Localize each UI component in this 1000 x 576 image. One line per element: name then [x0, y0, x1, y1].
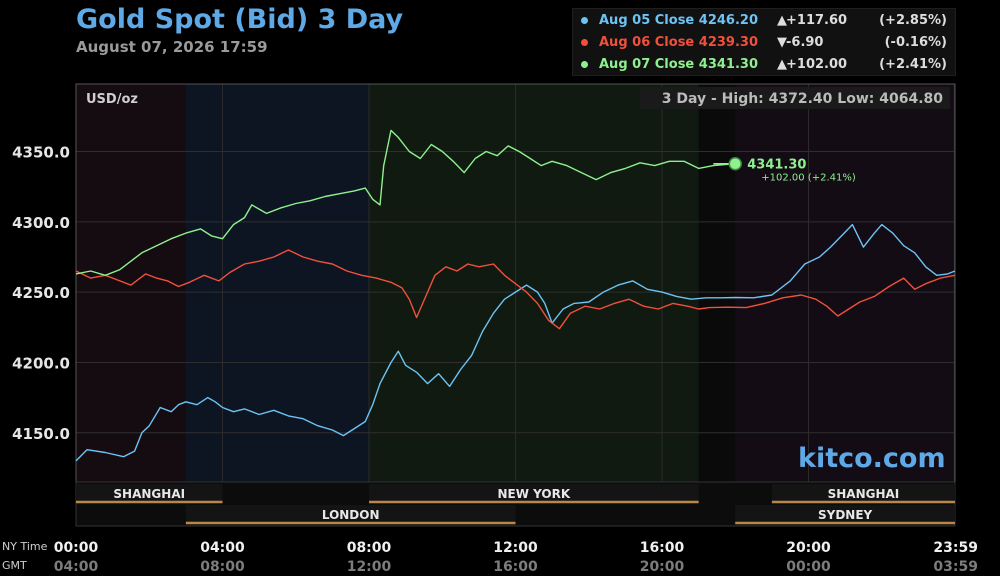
- legend: Aug 05 Close 4246.20 ▲ +117.60 (+2.85%) …: [572, 8, 956, 76]
- x-tick-label-ny: 23:59: [933, 540, 978, 556]
- session-band: [76, 84, 186, 482]
- x-tick-label-ny: 04:00: [200, 540, 245, 556]
- last-change-label: +102.00 (+2.41%): [761, 173, 856, 184]
- legend-change: +117.60: [786, 13, 848, 28]
- legend-change: -6.90: [786, 35, 824, 50]
- x-tick-label-gmt: 20:00: [640, 559, 685, 575]
- y-tick-label: 4250.0: [12, 284, 70, 302]
- session-label: NEW YORK: [497, 487, 570, 501]
- legend-label: Aug 06 Close 4239.30: [599, 35, 758, 50]
- x-tick-label-gmt: 12:00: [347, 559, 392, 575]
- high-low-label: 3 Day - High: 4372.40 Low: 4064.80: [662, 91, 944, 107]
- x-tick-label-ny: 00:00: [54, 540, 99, 556]
- legend-label: Aug 07 Close 4341.30: [599, 57, 758, 72]
- x-tick-label-ny: 16:00: [640, 540, 685, 556]
- y-tick-label: 4300.0: [12, 214, 70, 232]
- session-block: [76, 484, 223, 503]
- legend-percent: (+2.85%): [879, 13, 947, 28]
- x-tick-label-gmt: 03:59: [933, 559, 978, 575]
- legend-percent: (-0.16%): [884, 35, 947, 50]
- session-band: [369, 84, 699, 482]
- x-tick-label-ny: 20:00: [786, 540, 831, 556]
- up-arrow-icon: ▲: [777, 13, 787, 28]
- x-tick-label-gmt: 08:00: [200, 559, 245, 575]
- session-band: [185, 84, 369, 482]
- last-price-marker: [728, 156, 742, 171]
- x-tick-label-ny: 08:00: [347, 540, 392, 556]
- y-tick-label: 4200.0: [12, 354, 70, 372]
- y-tick-label: 4150.0: [12, 425, 70, 443]
- up-arrow-icon: ▲: [777, 57, 787, 72]
- kitco-logo[interactable]: kitco.com: [798, 443, 946, 474]
- chart-title: Gold Spot (Bid) 3 Day: [76, 4, 404, 35]
- series-dot-icon: [581, 61, 588, 68]
- session-label: SHANGHAI: [828, 487, 900, 501]
- x-tick-label-gmt: 00:00: [786, 559, 831, 575]
- legend-entry-aug06[interactable]: Aug 06 Close 4239.30 ▼ -6.90 (-0.16%): [581, 33, 951, 53]
- units-label: USD/oz: [86, 92, 138, 107]
- session-block: [771, 484, 955, 503]
- chart-timestamp: August 07, 2026 17:59: [76, 38, 268, 56]
- series-dot-icon: [581, 17, 588, 24]
- down-arrow-icon: ▼: [777, 35, 787, 50]
- y-tick-label: 4350.0: [12, 144, 70, 162]
- legend-label: Aug 05 Close 4246.20: [599, 13, 758, 28]
- session-block: [185, 505, 516, 524]
- series-line-1: [75, 249, 956, 330]
- series-line-2: [75, 129, 736, 276]
- session-block: [369, 484, 699, 503]
- last-price-label: 4341.30: [747, 158, 806, 173]
- gmt-label: GMT: [2, 559, 27, 572]
- session-band: [698, 84, 736, 482]
- x-tick-label-gmt: 04:00: [54, 559, 99, 575]
- session-label: LONDON: [322, 508, 380, 522]
- legend-change: +102.00: [786, 57, 848, 72]
- x-tick-label-ny: 12:00: [493, 540, 538, 556]
- session-label: SYDNEY: [818, 508, 873, 522]
- high-low-box: [640, 87, 950, 109]
- x-tick-label-gmt: 16:00: [493, 559, 538, 575]
- legend-percent: (+2.41%): [879, 57, 947, 72]
- legend-entry-aug07[interactable]: Aug 07 Close 4341.30 ▲ +102.00 (+2.41%): [581, 55, 951, 75]
- series-dot-icon: [581, 39, 588, 46]
- session-band: [735, 84, 955, 482]
- session-block: [735, 505, 955, 524]
- legend-entry-aug05[interactable]: Aug 05 Close 4246.20 ▲ +117.60 (+2.85%): [581, 11, 951, 31]
- ny-time-label: NY Time: [2, 540, 48, 553]
- session-label: SHANGHAI: [113, 487, 185, 501]
- series-line-0: [75, 223, 956, 462]
